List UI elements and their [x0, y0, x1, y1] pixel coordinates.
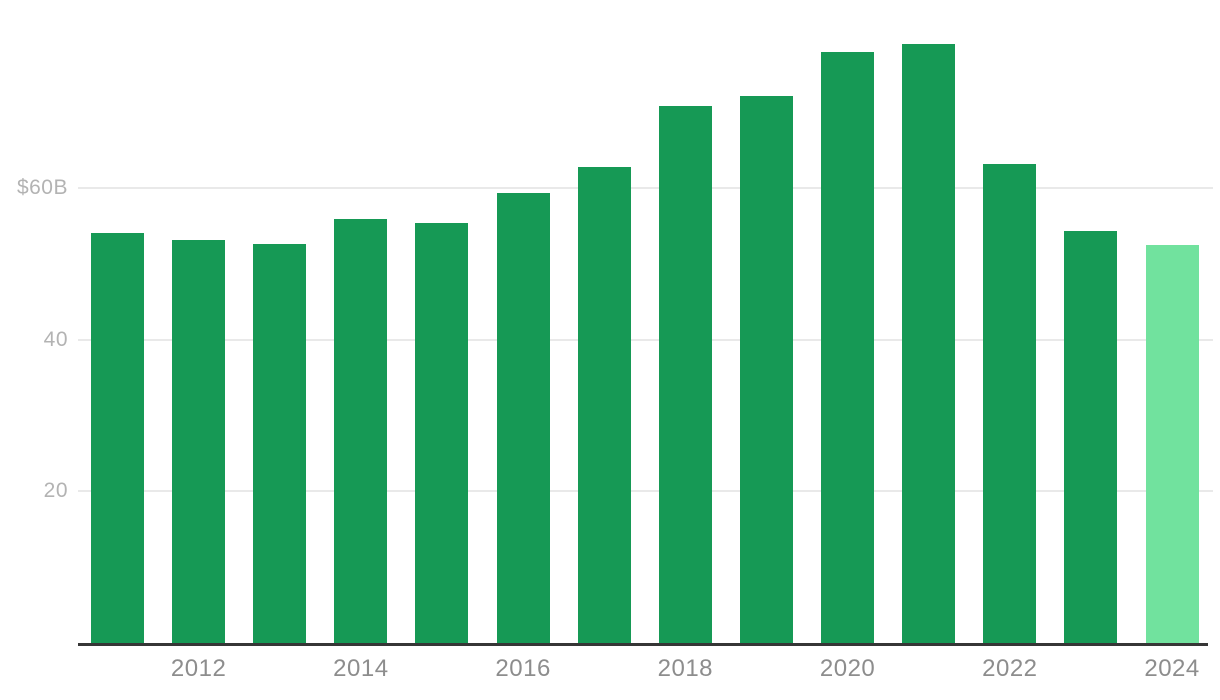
bar-2016: [496, 192, 550, 643]
bar-2024: [1145, 244, 1199, 643]
bar-2015: [415, 222, 469, 643]
y-tick-label-40: 40: [43, 327, 68, 351]
bar-2011: [91, 233, 144, 643]
y-tick-label-60: $60B: [16, 176, 68, 199]
x-tick-label-2024: 2024: [1144, 655, 1200, 682]
bar-2013: [253, 244, 307, 643]
y-tick-label-20: 20: [43, 479, 68, 502]
gridline-40: [78, 338, 1213, 341]
x-tick-label-2016: 2016: [495, 655, 551, 682]
bar-2018: [658, 106, 712, 643]
x-tick-label-2014: 2014: [333, 655, 389, 682]
x-tick-label-2022: 2022: [982, 655, 1038, 682]
bar-2021: [902, 44, 956, 643]
bar-2014: [334, 219, 388, 643]
x-axis-line: [78, 643, 1208, 646]
bar-2020: [821, 51, 875, 643]
gridline-60: [78, 187, 1213, 189]
bar-2012: [172, 239, 226, 643]
bar-2017: [577, 166, 631, 643]
gridline-20: [78, 490, 1213, 492]
x-tick-label-2012: 2012: [170, 655, 227, 682]
x-tick-label-2020: 2020: [819, 655, 876, 682]
bar-2022: [983, 163, 1037, 643]
x-tick-label-2018: 2018: [657, 655, 714, 682]
bar-2019: [739, 96, 793, 643]
bar-2023: [1064, 231, 1118, 643]
